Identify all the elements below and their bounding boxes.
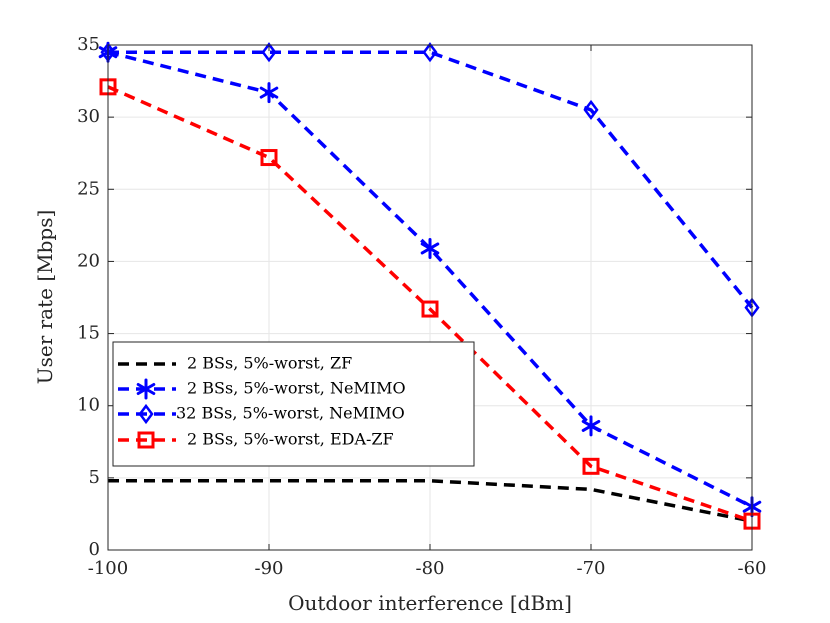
legend-label-zf: 2 BSs, 5%-worst, ZF xyxy=(187,354,352,373)
y-axis-title: User rate [Mbps] xyxy=(33,210,57,385)
y-tick-label: 25 xyxy=(77,178,100,199)
data-point-marker xyxy=(260,149,278,167)
data-point-marker xyxy=(421,300,439,318)
legend-label-eda-zf: 2 BSs, 5%-worst, EDA-ZF xyxy=(187,430,394,449)
legend-sample-eda-zf xyxy=(118,431,176,449)
data-point-marker xyxy=(583,99,599,121)
data-point-marker-stroke xyxy=(581,419,601,432)
legend-sample-marker xyxy=(136,378,156,400)
legend-entry-nemimo-2bs: 2 BSs, 5%-worst, NeMIMO xyxy=(118,378,406,400)
data-point-marker xyxy=(582,457,600,475)
legend: 2 BSs, 5%-worst, ZF 2 BSs, 5%-worst, NeM… xyxy=(112,341,475,467)
y-tick-label: 20 xyxy=(77,250,100,271)
x-tick-label: -80 xyxy=(416,558,445,579)
legend-entry-eda-zf: 2 BSs, 5%-worst, EDA-ZF xyxy=(118,430,394,449)
legend-entry-zf: 2 BSs, 5%-worst, ZF xyxy=(118,354,352,373)
series-line xyxy=(107,85,753,523)
x-axis-title: Outdoor interference [dBm] xyxy=(288,591,572,615)
legend-label-nemimo-32bs: 32 BSs, 5%-worst, NeMIMO xyxy=(176,404,405,423)
x-tick-label: -60 xyxy=(738,558,767,579)
data-point-marker-stroke xyxy=(259,86,279,99)
y-tick-label: 35 xyxy=(77,34,100,55)
legend-sample-marker-stroke xyxy=(136,383,156,395)
data-point-marker-stroke xyxy=(420,242,440,255)
data-point-marker xyxy=(420,237,440,259)
series-line xyxy=(108,50,754,309)
legend-entry-nemimo-32bs: 32 BSs, 5%-worst, NeMIMO xyxy=(118,403,405,425)
y-tick-label: 0 xyxy=(89,539,100,560)
y-tick-label: 5 xyxy=(89,467,100,488)
data-point-marker xyxy=(581,415,601,437)
x-tick-label: -70 xyxy=(577,558,606,579)
y-tick-label: 30 xyxy=(77,106,100,127)
data-point-marker xyxy=(259,82,279,104)
legend-sample-marker xyxy=(137,431,155,449)
legend-sample-marker xyxy=(138,403,154,425)
x-tick-label: -100 xyxy=(88,558,128,579)
legend-sample-nemimo-2bs xyxy=(118,378,176,400)
x-tick-label: -90 xyxy=(255,558,284,579)
ticks: -100 -90 -80 -70 -60 0 5 10 15 20 25 30 35 xyxy=(77,34,766,579)
legend-sample-nemimo-32bs xyxy=(118,403,176,425)
y-tick-label: 10 xyxy=(77,395,100,416)
data-point-marker xyxy=(261,42,277,63)
y-tick-label: 15 xyxy=(77,323,100,344)
legend-label-nemimo-2bs: 2 BSs, 5%-worst, NeMIMO xyxy=(187,379,406,398)
data-point-marker xyxy=(422,42,438,63)
series-line xyxy=(107,50,753,509)
